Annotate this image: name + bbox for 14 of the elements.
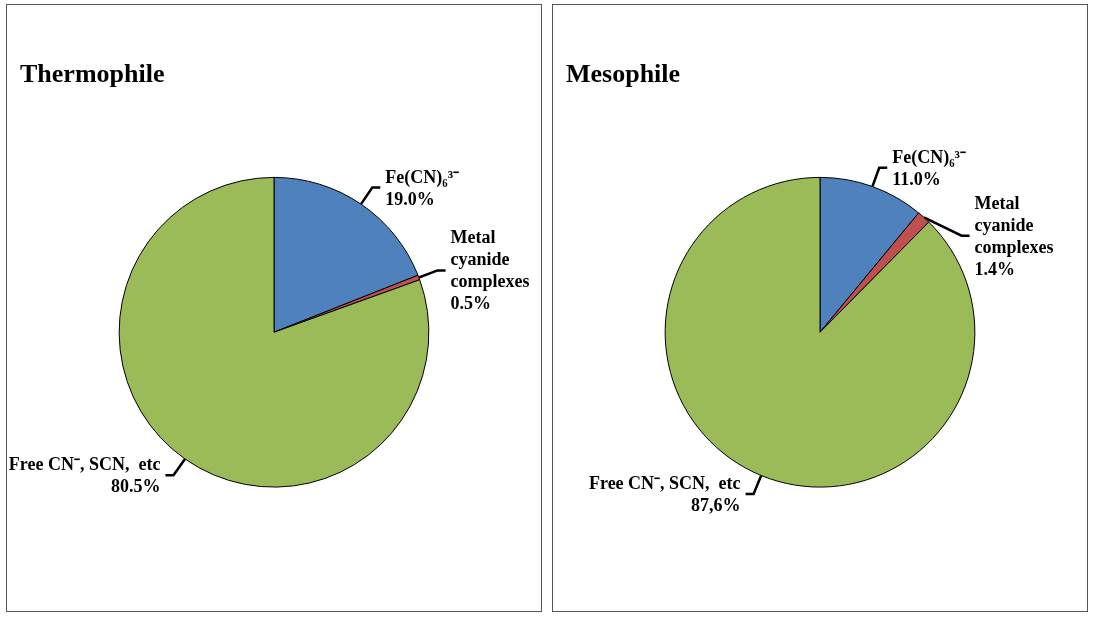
- data-label: 11.0%: [892, 168, 941, 189]
- slice-label: Fe(CN)₆³⁻: [385, 166, 460, 188]
- data-label: 80.5%: [110, 476, 161, 497]
- slice-label: Fe(CN)₆³⁻: [892, 146, 966, 168]
- data-label: 1.4%: [974, 258, 1016, 279]
- data-label: 19.0%: [385, 188, 435, 209]
- chart-title: Mesophile: [566, 58, 681, 88]
- slice-label: Free CN⁻, SCN, etc: [588, 473, 741, 493]
- chart-title: Thermophile: [20, 58, 165, 88]
- slice-label: Metal cyanide complexes: [974, 192, 1054, 257]
- data-label: 0.5%: [450, 293, 492, 314]
- data-label: 87,6%: [691, 495, 741, 515]
- slice-label: Metal cyanide complexes: [450, 227, 530, 292]
- slice-label: Free CN⁻, SCN, etc: [8, 454, 161, 475]
